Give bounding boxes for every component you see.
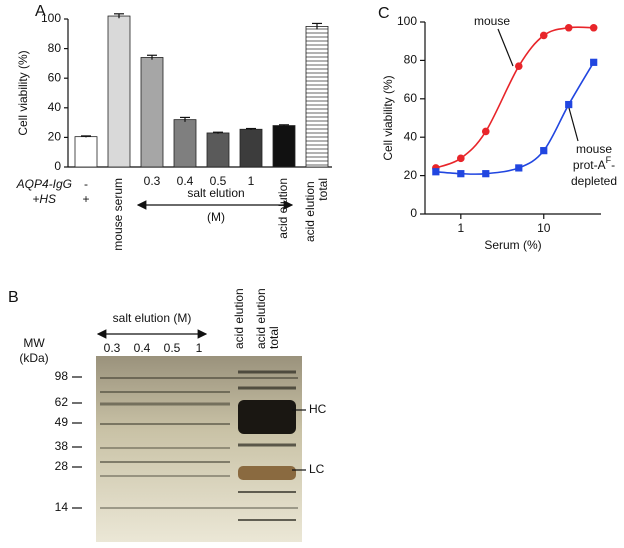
y-tick-label: 60 <box>404 91 418 105</box>
bar <box>107 15 131 168</box>
y-tick-label: 80 <box>404 53 418 67</box>
lane-label: 0.3 <box>104 341 121 355</box>
bar <box>272 125 296 168</box>
gel-image <box>96 329 306 542</box>
lane-label: 1 <box>196 341 203 355</box>
y-tick-label: 100 <box>397 14 417 28</box>
series-label: depleted <box>571 174 617 188</box>
point <box>457 170 465 178</box>
y-axis-label: Cell viability (%) <box>16 50 30 135</box>
label-leader <box>497 28 514 67</box>
series-label: mouse <box>474 14 510 28</box>
point <box>432 168 440 176</box>
x-tick-label: acid elution total <box>303 178 330 242</box>
panel-label: B <box>8 289 19 306</box>
bar <box>305 25 329 168</box>
y-tick-label: 0 <box>410 206 417 220</box>
mw-marker: 14 <box>55 500 69 514</box>
panel-label: A <box>35 3 46 20</box>
x-tick-label: 0.5 <box>210 174 227 188</box>
point <box>540 147 548 155</box>
lane-label: 0.4 <box>134 341 151 355</box>
x-axis-label: Serum (%) <box>484 238 541 252</box>
bar <box>239 128 263 168</box>
x-tick-label: 0.3 <box>144 174 161 188</box>
panel-label: C <box>378 5 390 22</box>
lane-label: 0.5 <box>164 341 181 355</box>
point <box>565 100 573 109</box>
y-tick-label: 20 <box>404 168 418 182</box>
lane-label: acid elution total <box>254 285 281 349</box>
y-tick-label: 20 <box>48 130 62 144</box>
bar <box>173 119 197 168</box>
group-label: salt elution <box>187 186 244 200</box>
bar <box>140 57 164 168</box>
x-tick-label: 1 <box>457 221 464 235</box>
row-sign: + <box>82 192 89 206</box>
label-part: - <box>611 158 615 172</box>
mw-marker: 28 <box>55 459 69 473</box>
point <box>589 23 598 32</box>
lane-label: acid elution <box>232 288 246 349</box>
label-leader <box>568 107 579 142</box>
y-tick-label: 40 <box>48 100 62 114</box>
y-tick-label: 0 <box>54 159 61 173</box>
mw-marker: 98 <box>55 369 69 383</box>
y-tick-label: 40 <box>404 129 418 143</box>
y-tick-label: 100 <box>41 11 61 25</box>
label-part: F <box>606 155 612 165</box>
mw-marker: 62 <box>55 395 69 409</box>
point <box>564 23 573 32</box>
group-unit: (M) <box>207 210 225 224</box>
y-axis-label: Cell viability (%) <box>381 75 395 160</box>
x-tick-label: 1 <box>248 174 255 188</box>
point <box>481 127 490 136</box>
point <box>457 154 465 163</box>
label-part: prot-A <box>573 158 606 172</box>
band-label: HC <box>309 402 327 416</box>
series-label: mouse <box>576 142 612 156</box>
x-tick-label: 0.4 <box>177 174 194 188</box>
x-tick-label: acid elution <box>276 178 290 239</box>
mw-unit: (kDa) <box>19 351 48 365</box>
bar <box>206 132 230 168</box>
x-tick-label: 10 <box>537 221 551 235</box>
row-label: +HS <box>32 192 56 206</box>
group-label: salt elution (M) <box>113 311 192 325</box>
point <box>514 62 523 70</box>
band-label: LC <box>309 462 325 476</box>
y-tick-label: 60 <box>48 70 62 84</box>
point <box>539 31 548 40</box>
x-tick-label: - <box>84 177 88 191</box>
point <box>482 170 490 178</box>
y-tick-label: 80 <box>48 41 62 55</box>
series-label: prot-AF- <box>573 155 615 172</box>
point <box>515 164 523 172</box>
fit-curve <box>435 26 594 169</box>
bar <box>74 136 98 168</box>
mw-label: MW <box>23 336 45 350</box>
point <box>590 58 598 66</box>
x-tick-label: mouse serum <box>111 178 125 251</box>
mw-marker: 49 <box>55 415 69 429</box>
mw-marker: 38 <box>55 439 69 453</box>
row-label: AQP4-IgG <box>16 177 72 191</box>
